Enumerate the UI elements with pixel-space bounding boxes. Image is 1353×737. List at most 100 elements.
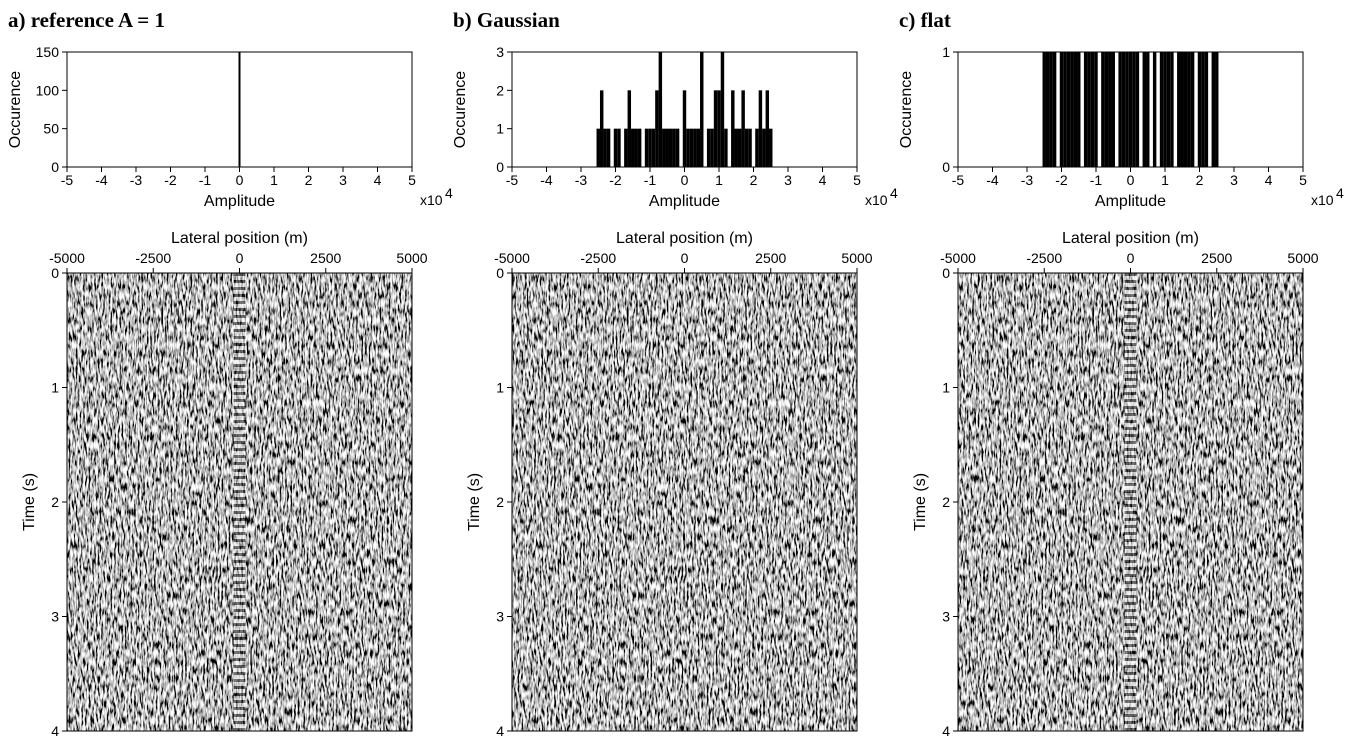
y-tick-label: 100 (36, 82, 60, 98)
y-tick-label: 2 (496, 82, 504, 98)
histogram-bar (1152, 52, 1157, 167)
histogram-bar (1197, 52, 1202, 167)
x-tick-label: 4 (374, 172, 382, 188)
histogram-bar (1135, 52, 1140, 167)
histogram-bar (1211, 52, 1216, 167)
seismic-stripe (1124, 273, 1137, 731)
x-axis-label: Lateral position (m) (616, 230, 753, 247)
histogram-bar (720, 52, 725, 167)
histogram-bar (710, 128, 714, 167)
histogram-bar (706, 128, 711, 167)
x-tick-label: -1 (644, 172, 657, 188)
y-axis-label: Occurence (898, 71, 915, 148)
histogram-bar (603, 128, 607, 167)
x-tick-label: 1 (715, 172, 723, 188)
histogram-bar (734, 128, 738, 167)
histogram-bar (1132, 52, 1136, 167)
histogram-bar (1108, 52, 1112, 167)
histogram-bar (238, 52, 241, 167)
y-axis-label: Time (s) (466, 473, 483, 531)
y-tick-label: 3 (942, 609, 950, 625)
histogram-bar (731, 90, 735, 167)
x-tick-label: 5000 (1287, 250, 1318, 266)
histogram-bar (1180, 52, 1184, 167)
x-tick-label: 2 (750, 172, 758, 188)
y-tick-label: 0 (51, 159, 59, 175)
y-tick-label: 4 (496, 723, 504, 737)
histogram-bar (1063, 52, 1067, 167)
x-scale-label: x10 (865, 192, 888, 208)
y-tick-label: 2 (942, 494, 950, 510)
x-tick-label: -2500 (135, 250, 171, 266)
x-tick-label: 5 (1299, 172, 1307, 188)
histogram-bar (1204, 52, 1209, 167)
x-tick-label: -3 (1021, 172, 1034, 188)
y-tick-label: 1 (496, 121, 504, 137)
x-tick-label: 5 (853, 172, 861, 188)
x-tick-label: -5000 (494, 250, 530, 266)
histogram-bar (606, 128, 611, 167)
histogram-bar (1066, 52, 1071, 167)
x-tick-label: 5 (408, 172, 416, 188)
x-tick-label: -4 (986, 172, 999, 188)
histogram-bar (737, 128, 742, 167)
histogram-bar (651, 128, 656, 167)
histogram-bar (741, 90, 745, 167)
x-tick-label: 2 (305, 172, 313, 188)
y-tick-label: 0 (942, 159, 950, 175)
x-tick-label: -2500 (580, 250, 616, 266)
histogram-bar (696, 128, 701, 167)
histogram-bar (1190, 52, 1195, 167)
y-tick-label: 1 (942, 380, 950, 396)
y-tick-label: 0 (942, 265, 950, 281)
histogram-bar (675, 128, 680, 167)
x-tick-label: 2500 (1201, 250, 1232, 266)
y-tick-label: 3 (496, 44, 504, 60)
x-scale-label: x10 (1311, 192, 1334, 208)
x-tick-label: -5000 (940, 250, 976, 266)
histogram-bar (655, 90, 659, 167)
x-tick-label: 1 (270, 172, 278, 188)
x-tick-label: -2500 (1026, 250, 1062, 266)
histogram-bar (1166, 52, 1171, 167)
x-tick-label: -1 (199, 172, 212, 188)
x-tick-label: 5000 (841, 250, 872, 266)
histogram-bar (1146, 52, 1150, 167)
histogram-bar (1111, 52, 1115, 167)
histogram-bar (1049, 52, 1053, 167)
x-tick-label: -5 (952, 172, 965, 188)
x-tick-label: -3 (130, 172, 143, 188)
x-scale-exponent: 4 (1336, 185, 1344, 201)
y-axis-label: Time (s) (912, 473, 929, 531)
histogram-bar (724, 128, 728, 167)
histogram-bar (648, 128, 652, 167)
histogram-bar (599, 90, 604, 167)
y-tick-label: 50 (43, 121, 59, 137)
y-tick-label: 2 (51, 494, 59, 510)
histogram-bar (1125, 52, 1129, 167)
x-tick-label: 3 (339, 172, 347, 188)
x-tick-label: 5000 (396, 250, 427, 266)
x-tick-label: -4 (540, 172, 553, 188)
histogram-bar (658, 52, 663, 167)
histogram-bar (1170, 52, 1174, 167)
histogram-bar (665, 128, 669, 167)
histogram-bar (1083, 52, 1088, 167)
histogram-bar (1101, 52, 1105, 167)
x-tick-label: 3 (1230, 172, 1238, 188)
x-tick-label: -2 (609, 172, 622, 188)
histogram-bar (689, 128, 694, 167)
x-axis-label: Amplitude (649, 193, 720, 210)
histogram-bar (1070, 52, 1074, 167)
histogram-bar (1187, 52, 1191, 167)
histogram-bar (758, 90, 763, 167)
histogram-bar (644, 128, 649, 167)
y-tick-label: 1 (51, 380, 59, 396)
histogram-bar (765, 90, 770, 167)
seismic-image (512, 273, 857, 731)
x-tick-label: 0 (236, 250, 244, 266)
x-scale-exponent: 4 (445, 185, 453, 201)
x-tick-label: 1 (1161, 172, 1169, 188)
histogram-bar (637, 128, 642, 167)
